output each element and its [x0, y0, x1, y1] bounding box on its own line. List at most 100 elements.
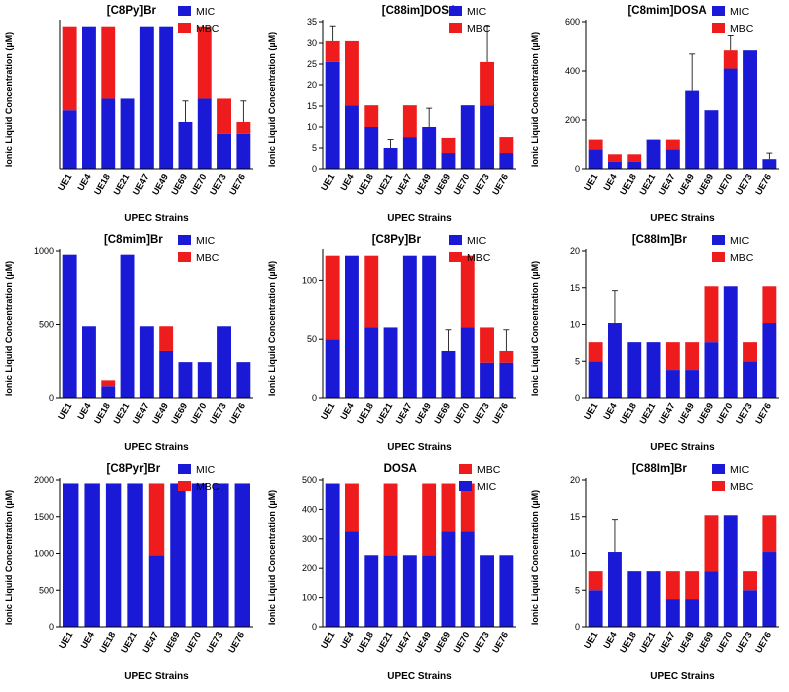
legend-label-mbc: MBC [196, 481, 220, 493]
x-tick-label: UE47 [131, 401, 151, 425]
bar-mic-UE1 [589, 590, 603, 627]
bar-mic-UE76 [762, 323, 776, 398]
chart-svg: [C88Im]BrUE1 UE4 UE18 UE21 UE47 UE49 UE69 UE70 U… [526, 229, 789, 458]
bar-mic-UE49 [685, 91, 699, 169]
y-tick-label: 500 [302, 475, 317, 485]
x-axis-label: UPEC Strains [387, 671, 452, 682]
bar-mic-UE47 [403, 555, 417, 627]
bar-mbc-UE76 [236, 122, 250, 134]
bar-mic-UE18 [101, 386, 115, 398]
legend-swatch-mbc [459, 464, 472, 474]
x-tick-label: UE69 [169, 172, 189, 196]
bar-mic-UE47 [149, 555, 164, 627]
bar-mic-UE4 [345, 105, 359, 169]
bar-mic-UE4 [82, 27, 96, 169]
legend-swatch-mbc [712, 481, 725, 491]
x-tick-label: UE47 [657, 401, 677, 425]
chart-title: [C8Pyr]Br [106, 463, 160, 475]
y-axis-label: Ionic Liquid Concentration (µM) [530, 490, 540, 625]
x-tick-label: UE70 [183, 630, 203, 654]
bar-mic-UE21 [121, 98, 135, 169]
x-tick-label: UE70 [452, 401, 472, 425]
x-tick-label: UE70 [189, 172, 209, 196]
y-tick-label: 1000 [34, 246, 54, 256]
x-axis-label: UPEC Strains [387, 442, 452, 453]
legend-swatch-mic [178, 6, 191, 16]
x-tick-label: UE69 [695, 401, 715, 425]
x-tick-label: UE73 [471, 172, 491, 196]
x-tick-label: UE1 [56, 401, 73, 421]
y-tick-label: 20 [570, 246, 580, 256]
bar-mic-UE76 [236, 362, 250, 398]
bar-mic-UE21 [647, 571, 661, 627]
x-tick-label: UE21 [119, 630, 139, 654]
x-axis-label: UPEC Strains [124, 442, 189, 453]
bar-mbc-UE73 [480, 327, 494, 362]
bar-mbc-UE47 [403, 105, 417, 137]
legend-swatch-mic [178, 464, 191, 474]
legend-swatch-mbc [712, 252, 725, 262]
y-tick-label: 30 [307, 38, 317, 48]
x-tick-label: UE21 [374, 401, 394, 425]
x-tick-label: UE76 [226, 630, 246, 654]
y-tick-label: 15 [570, 512, 580, 522]
y-tick-label: 20 [570, 475, 580, 485]
x-tick-label: UE18 [355, 401, 375, 425]
bar-mic-UE49 [685, 599, 699, 627]
x-tick-label: UE76 [753, 630, 773, 654]
bar-mic-UE76 [499, 363, 513, 398]
x-tick-label: UE49 [413, 172, 433, 196]
bar-mbc-UE1 [63, 27, 77, 110]
chart-panel-3: [C8mim]DOSA UE1 UE4 UE18 UE21 UE47 UE49 UE69 UE7… [526, 0, 789, 229]
legend-swatch-mic [712, 6, 725, 16]
bar-mic-UE47 [403, 137, 417, 169]
bar-mic-UE47 [666, 599, 680, 627]
bar-mbc-UE49 [685, 342, 699, 370]
bar-mbc-UE73 [743, 571, 757, 590]
bar-mbc-UE18 [627, 154, 641, 161]
y-tick-label: 10 [570, 549, 580, 559]
x-tick-label: UE70 [452, 172, 472, 196]
x-tick-label: UE69 [432, 172, 452, 196]
bar-mic-UE76 [762, 159, 776, 169]
y-tick-label: 400 [302, 504, 317, 514]
x-tick-label: UE69 [695, 630, 715, 654]
bar-mbc-UE76 [499, 351, 513, 363]
x-tick-label: UE49 [150, 172, 170, 196]
legend-label-mic: MIC [477, 481, 497, 493]
chart-title: [C88Im]Br [632, 234, 687, 246]
x-axis-label: UPEC Strains [650, 442, 715, 453]
bar-mic-UE21 [647, 140, 661, 169]
bar-mic-UE69 [705, 342, 719, 398]
bar-mic-UE69 [442, 153, 456, 169]
y-tick-label: 10 [570, 320, 580, 330]
bar-mbc-UE1 [589, 140, 603, 150]
legend-swatch-mic [459, 481, 472, 491]
bar-mic-UE1 [63, 483, 78, 627]
legend-swatch-mbc [712, 23, 725, 33]
x-tick-label: UE76 [753, 172, 773, 196]
x-tick-label: UE49 [676, 172, 696, 196]
x-tick-label: UE49 [413, 630, 433, 654]
bar-mic-UE69 [170, 483, 185, 627]
x-tick-label: UE18 [355, 172, 375, 196]
bar-mic-UE21 [384, 148, 398, 169]
bar-mbc-UE69 [442, 484, 456, 532]
y-axis-label: Ionic Liquid Concentration (µM) [530, 261, 540, 396]
bar-mbc-UE49 [159, 326, 173, 351]
x-tick-label: UE18 [618, 401, 638, 425]
x-tick-label: UE18 [92, 401, 112, 425]
bar-mic-UE73 [480, 555, 494, 627]
legend-swatch-mbc [178, 481, 191, 491]
legend-label-mic: MIC [730, 235, 750, 247]
bar-mic-UE47 [140, 326, 154, 398]
legend-label-mbc: MBC [730, 481, 754, 493]
x-tick-label: UE18 [618, 172, 638, 196]
x-tick-label: UE1 [319, 401, 336, 421]
bar-mic-UE21 [121, 255, 135, 398]
bar-mic-UE18 [364, 555, 378, 627]
legend-label-mic: MIC [196, 6, 216, 18]
chart-title: [C88im]DOSA [382, 5, 457, 17]
chart-title: [C8mim]Br [104, 234, 163, 246]
